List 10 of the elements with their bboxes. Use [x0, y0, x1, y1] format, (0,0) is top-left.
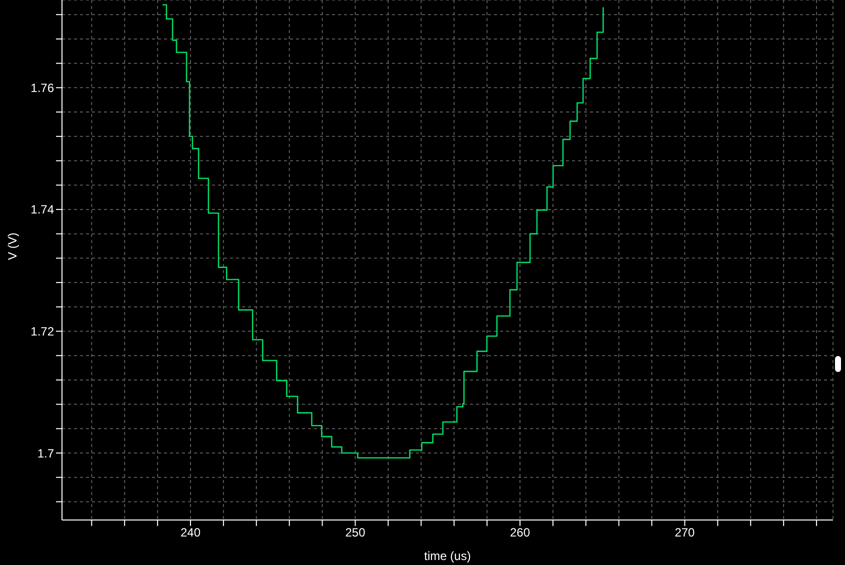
y-tick-label: 1.72 [30, 324, 54, 338]
y-tick-label: 1.7 [37, 446, 54, 460]
y-axis-title: V (V) [5, 232, 20, 260]
x-axis-title: time (us) [424, 549, 471, 563]
x-tick-label: 270 [674, 526, 696, 540]
x-tick-label: 250 [345, 526, 366, 540]
y-tick-label: 1.76 [30, 80, 54, 95]
x-tick-label: 240 [180, 526, 201, 540]
y-tick-label: 1.74 [30, 202, 54, 217]
x-tick-label: 260 [510, 526, 530, 540]
